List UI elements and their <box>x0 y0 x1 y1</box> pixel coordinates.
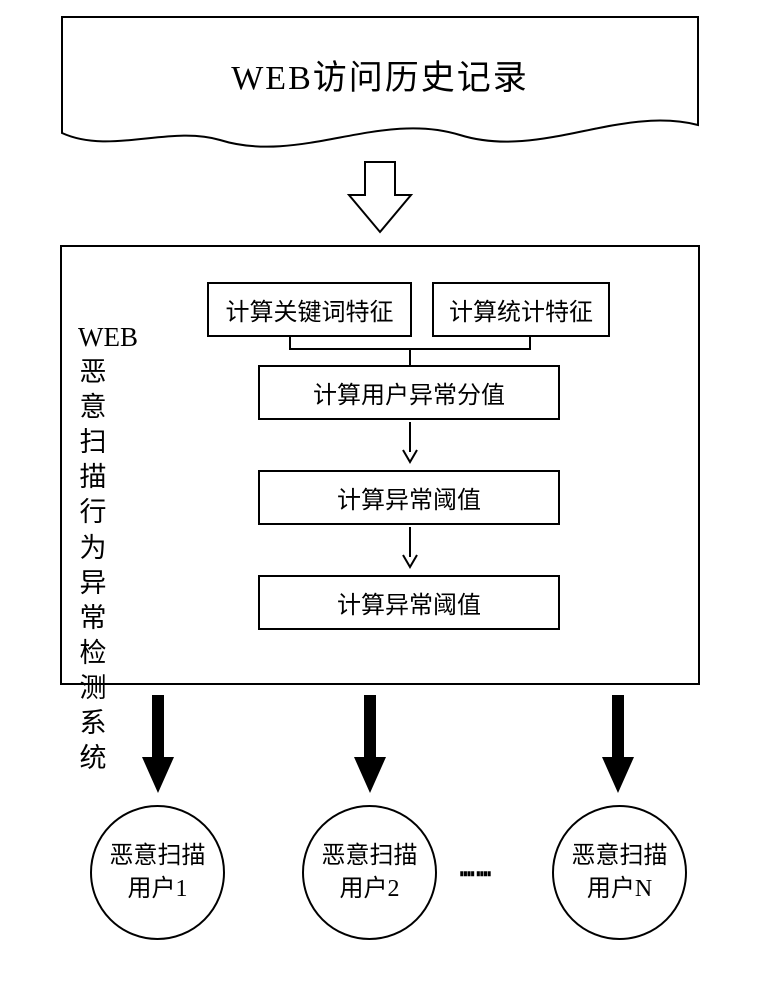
output-arrow-1 <box>140 695 176 795</box>
arrow-step4-to-step5 <box>400 527 420 569</box>
step-user-anomaly-score: 计算用户异常分值 <box>258 365 560 420</box>
arrow-step3-to-step4 <box>400 422 420 464</box>
output-user-n: 恶意扫描用户N <box>552 805 687 940</box>
output-arrow-2 <box>352 695 388 795</box>
step-statistical-features: 计算统计特征 <box>432 282 610 337</box>
pair-join-connector <box>250 337 570 365</box>
input-document-box: WEB访问历史记录 <box>60 15 700 155</box>
output-user-2: 恶意扫描用户2 <box>302 805 437 940</box>
step-keyword-features: 计算关键词特征 <box>207 282 412 337</box>
step-anomaly-threshold-2: 计算异常阈值 <box>258 575 560 630</box>
hollow-down-arrow <box>345 160 415 235</box>
output-user-n-label: 恶意扫描用户N <box>564 840 675 905</box>
input-document-title: WEB访问历史记录 <box>60 50 700 99</box>
output-user-1: 恶意扫描用户1 <box>90 805 225 940</box>
step-anomaly-threshold-1: 计算异常阈值 <box>258 470 560 525</box>
output-arrow-3 <box>600 695 636 795</box>
output-user-1-label: 恶意扫描用户1 <box>102 840 213 905</box>
output-user-2-label: 恶意扫描用户2 <box>314 840 425 905</box>
system-side-label: WEB恶意扫描行为异常检测系统 <box>78 320 108 776</box>
ellipsis: ┉┉ <box>460 860 493 889</box>
